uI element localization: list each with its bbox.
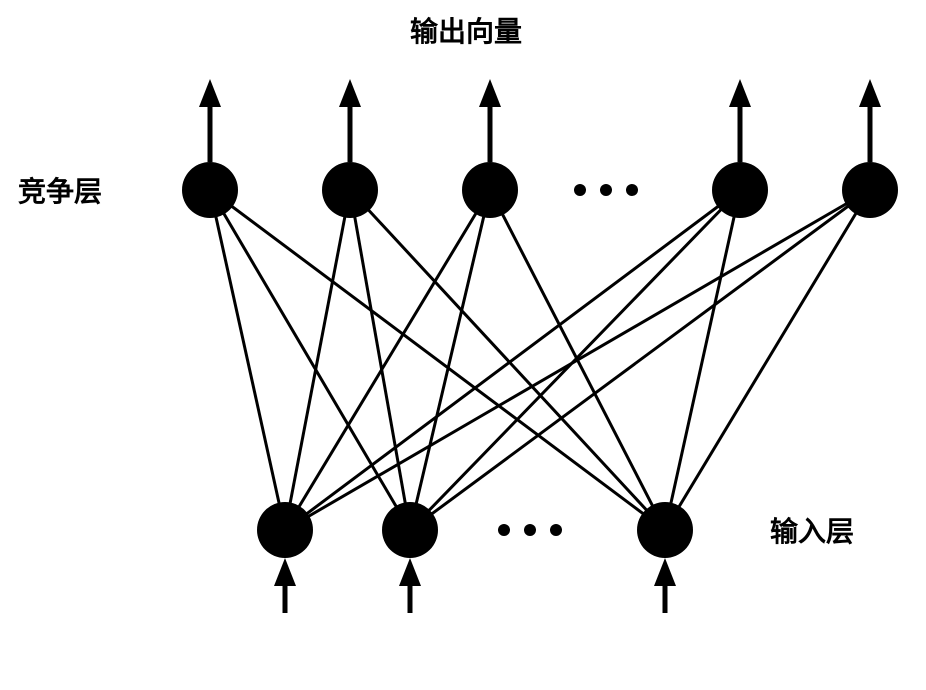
edge — [210, 190, 285, 530]
competition-node — [462, 162, 518, 218]
network-svg — [0, 0, 926, 690]
input-layer-label: 输入层 — [770, 510, 854, 550]
output-arrow-head — [859, 79, 881, 107]
edge — [210, 190, 665, 530]
output-arrow-head — [339, 79, 361, 107]
input-arrow-head — [654, 558, 676, 586]
edge — [665, 190, 740, 530]
competition-node — [712, 162, 768, 218]
competition-node — [322, 162, 378, 218]
competition-layer-label: 竞争层 — [18, 170, 102, 210]
output-arrow-head — [729, 79, 751, 107]
title-label: 输出向量 — [410, 10, 522, 50]
competition-node — [182, 162, 238, 218]
ellipsis-dot — [498, 524, 510, 536]
input-arrow-head — [399, 558, 421, 586]
input-node — [637, 502, 693, 558]
competition-node — [842, 162, 898, 218]
input-node — [382, 502, 438, 558]
input-arrow-head — [274, 558, 296, 586]
output-arrow-head — [479, 79, 501, 107]
edge — [285, 190, 740, 530]
ellipsis-dot — [524, 524, 536, 536]
edge — [350, 190, 665, 530]
ellipsis-dot — [626, 184, 638, 196]
input-node — [257, 502, 313, 558]
ellipsis-dot — [600, 184, 612, 196]
ellipsis-dot — [574, 184, 586, 196]
diagram-canvas: 输出向量 竞争层 输入层 — [0, 0, 926, 690]
ellipsis-dot — [550, 524, 562, 536]
edge — [665, 190, 870, 530]
output-arrow-head — [199, 79, 221, 107]
